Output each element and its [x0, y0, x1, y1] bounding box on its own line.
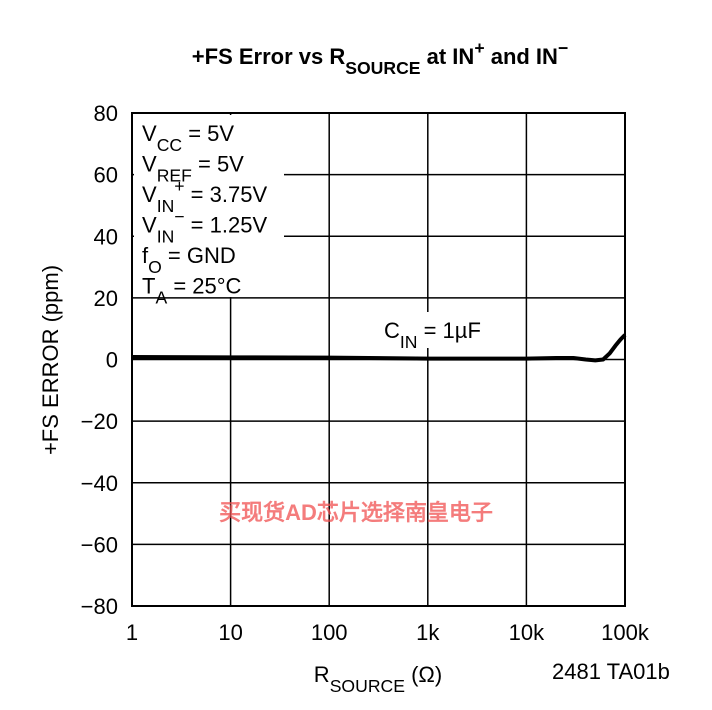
- condition-label-part: f: [142, 243, 149, 268]
- curve-label-part: C: [384, 318, 400, 343]
- y-tick-label: −40: [81, 471, 118, 496]
- watermark: 买现货AD芯片选择南皇电子: [219, 500, 493, 525]
- chart-title-part: −: [558, 38, 568, 58]
- chart-title: +FS Error vs RSOURCE at IN+ and IN−: [192, 38, 568, 78]
- curve-label-background: [378, 312, 496, 348]
- condition-label: TA = 25°C: [142, 274, 242, 308]
- condition-label-part: V: [142, 213, 157, 238]
- condition-label-part: = 5V: [192, 152, 244, 177]
- x-tick-label: 1k: [416, 620, 440, 645]
- condition-label-part: = 5V: [182, 121, 234, 146]
- x-axis-label-part: (Ω): [405, 662, 442, 687]
- condition-label: fO = GND: [142, 243, 236, 277]
- condition-label: VCC = 5V: [142, 121, 234, 155]
- curve-label: CIN = 1µF: [384, 318, 481, 352]
- y-tick-label: 60: [94, 163, 118, 188]
- x-axis-label-part: SOURCE: [330, 676, 405, 696]
- plot-frame: [131, 112, 626, 607]
- condition-label-part: T: [142, 274, 155, 299]
- condition-label-part: V: [142, 182, 157, 207]
- condition-label-part: A: [155, 288, 167, 308]
- curve-label-part: = 1µF: [417, 318, 480, 343]
- condition-label-part: V: [142, 121, 157, 146]
- y-tick-label: −60: [81, 532, 118, 557]
- condition-label-part: −: [174, 207, 184, 227]
- condition-label-part: = 3.75V: [185, 182, 268, 207]
- chart-title-part: +: [474, 38, 484, 58]
- y-tick-label: 0: [106, 348, 118, 373]
- curve-label-part: IN: [400, 332, 418, 352]
- x-axis-label: RSOURCE (Ω): [314, 662, 442, 696]
- y-tick-label: −80: [81, 594, 118, 619]
- footnote: 2481 TA01b: [552, 659, 670, 684]
- condition-label-part: IN: [157, 196, 175, 216]
- conditions-background: [134, 115, 284, 297]
- condition-label-part: V: [142, 152, 157, 177]
- x-tick-label: 1: [126, 620, 138, 645]
- y-tick-label: 20: [94, 286, 118, 311]
- condition-label: VREF = 5V: [142, 152, 244, 186]
- data-line: [131, 333, 627, 363]
- condition-label: VIN+ = 3.75V: [142, 176, 267, 216]
- condition-label-part: = 1.25V: [185, 213, 268, 238]
- x-tick-label: 100: [311, 620, 348, 645]
- condition-label-part: +: [174, 176, 184, 196]
- x-tick-label: 10k: [509, 620, 545, 645]
- y-tick-label: −20: [81, 409, 118, 434]
- y-tick-label: 40: [94, 224, 118, 249]
- x-tick-label: 100k: [601, 620, 650, 645]
- x-axis-label-part: R: [314, 662, 330, 687]
- y-axis-label: +FS ERROR (ppm): [38, 265, 63, 455]
- condition-label-part: = GND: [162, 243, 236, 268]
- chart-title-part: at IN: [421, 44, 475, 69]
- condition-label: VIN− = 1.25V: [142, 207, 267, 247]
- chart-title-part: and IN: [485, 44, 558, 69]
- condition-label-part: CC: [157, 135, 183, 155]
- condition-label-part: IN: [157, 227, 175, 247]
- condition-label-part: = 25°C: [167, 274, 241, 299]
- chart-title-part: SOURCE: [345, 58, 421, 78]
- y-tick-label: 80: [94, 101, 118, 126]
- chart-title-part: +FS Error vs R: [192, 44, 346, 69]
- condition-label-part: REF: [157, 166, 192, 186]
- x-tick-label: 10: [218, 620, 242, 645]
- condition-label-part: O: [148, 257, 162, 277]
